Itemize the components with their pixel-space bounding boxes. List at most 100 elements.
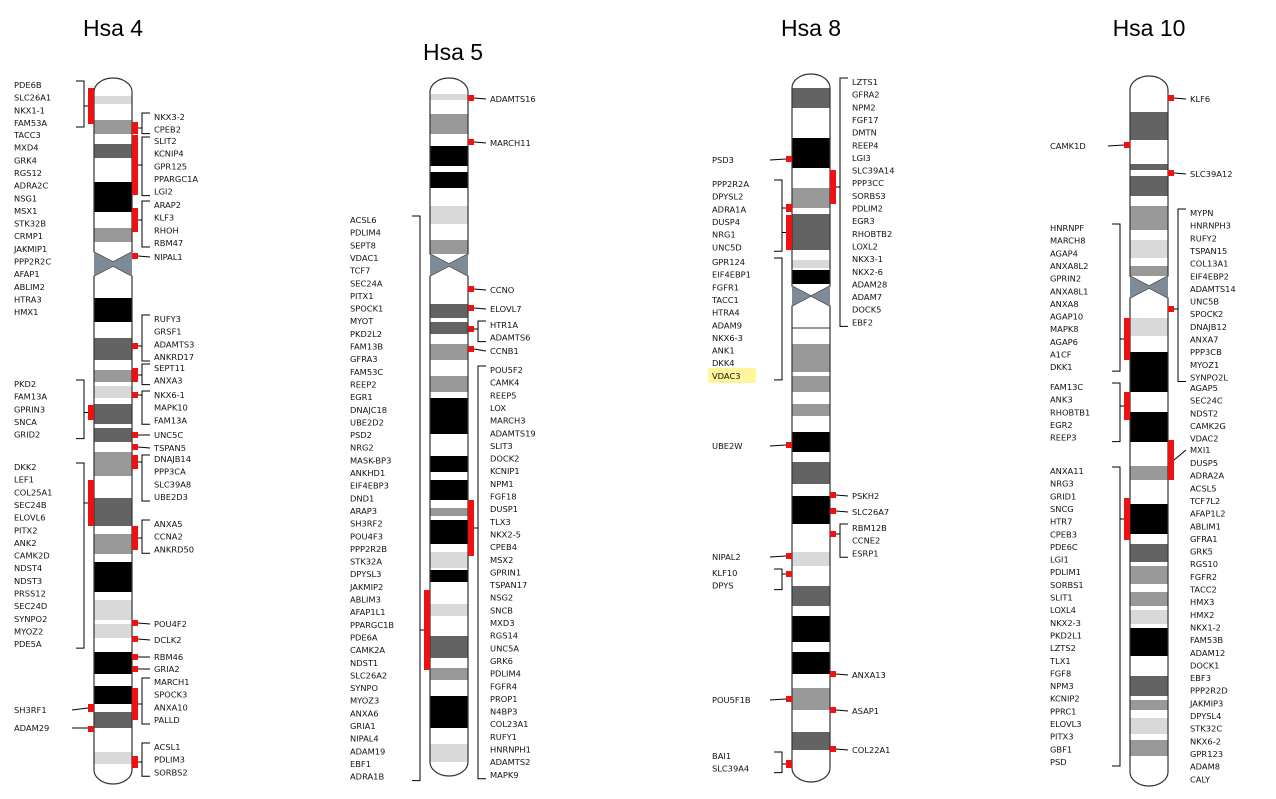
gene-label: MXD4 (14, 143, 39, 153)
gene-label: ANXA8L2 (1050, 261, 1088, 271)
gene-connector (1173, 172, 1187, 175)
gene-label: SEPT8 (350, 240, 376, 250)
gene-label: PSD (1050, 757, 1067, 767)
gene-label: RGS14 (490, 631, 518, 641)
gene-label: ANXA13 (852, 670, 886, 680)
gene-group: NKX6-1 MAPK10 FAM13A (132, 390, 188, 425)
gene-position-marker (830, 531, 836, 537)
gene-group: DKK2 LEF1 COL25A1 SEC24B ELOVL6 PITX2 ANK2 CAMK… (14, 462, 94, 649)
gene-position-marker (132, 526, 138, 550)
gene-label: PSKH2 (852, 491, 879, 501)
gene-position-marker (132, 688, 138, 720)
gene-bracket (477, 365, 486, 780)
gene-label: ADAM8 (1190, 762, 1220, 772)
gene-label: ANKHD1 (350, 468, 385, 478)
gene-label: DNAJB12 (1190, 322, 1227, 332)
gene-label: SORBS2 (154, 767, 188, 777)
gene-group: SH3RF1 (14, 704, 94, 715)
gene-label: EGR3 (852, 216, 875, 226)
gene-group: CCNO (468, 285, 515, 295)
gene-connector (835, 748, 849, 751)
gene-label: DCLK2 (154, 635, 182, 645)
gene-group: KLF10 DPYS (712, 568, 792, 591)
gene-label: VDAC3 (712, 371, 741, 381)
gene-group: ELOVL7 (468, 304, 522, 314)
gene-label: UBE2D3 (154, 492, 188, 502)
gene-position-marker (132, 343, 138, 349)
gene-label: EBF3 (1190, 673, 1211, 683)
gene-label: PSD3 (712, 155, 734, 165)
gene-position-marker (786, 442, 792, 448)
gene-label: MSX1 (14, 206, 37, 216)
gene-label: PDLIM2 (852, 204, 883, 214)
gene-label: MYOZ1 (1190, 360, 1219, 370)
gene-label: MYOZ3 (350, 696, 379, 706)
gene-group: BAI1 SLC39A4 (712, 751, 792, 774)
gene-connector (137, 638, 151, 641)
gene-bracket (76, 80, 85, 128)
gene-label: NKX2-3 (1050, 618, 1081, 628)
gene-label: RHOH (154, 225, 179, 235)
gene-label: MARCH3 (490, 416, 526, 426)
gene-bracket (774, 568, 783, 591)
gene-position-marker (468, 286, 474, 292)
gene-label: TSPAN15 (1189, 246, 1227, 256)
gene-label: PKD2L2 (350, 329, 382, 339)
gene-label: EGR2 (1050, 420, 1073, 430)
gene-label: SPOCK1 (350, 304, 383, 314)
gene-label: UNC5A (490, 643, 519, 653)
gene-group: KLF6 (1168, 94, 1210, 104)
gene-label: REEP5 (490, 390, 517, 400)
gene-position-marker (132, 756, 138, 768)
gene-label: SORBS3 (852, 191, 886, 201)
gene-label: AGAP6 (1050, 337, 1078, 347)
gene-label: SORBS1 (1050, 580, 1084, 590)
gene-label: DKK1 (1050, 362, 1073, 372)
gene-bracket (76, 379, 85, 440)
gene-label: FAM13A (154, 415, 187, 425)
gene-label: RGS10 (1190, 559, 1218, 569)
gene-label: RGS12 (14, 168, 42, 178)
gene-group: RBM12B CCNE2 ESRP1 (830, 523, 887, 558)
gene-label: PSD2 (350, 430, 372, 440)
gene-position-marker (468, 346, 474, 352)
gene-position-marker (132, 666, 138, 672)
gene-position-marker (132, 620, 138, 626)
gene-bracket (141, 742, 150, 777)
gene-group: DCLK2 (132, 635, 182, 645)
gene-label: ADRA2C (14, 181, 48, 191)
gene-bracket (774, 257, 783, 381)
gene-label: MYPN (1190, 208, 1213, 218)
gene-bracket (141, 200, 150, 248)
gene-label: AFAP1 (14, 269, 40, 279)
gene-label: VDAC1 (350, 253, 379, 263)
gene-label: SH3RF2 (350, 519, 383, 529)
gene-position-marker (132, 636, 138, 642)
gene-group: TACC3 MXD4 GRK4 RGS12 ADRA2C NSG1 MSX1 STK32B CR… (13, 130, 51, 317)
gene-label: ANK3 (1050, 395, 1073, 405)
gene-label: UNC5B (1190, 297, 1219, 307)
gene-label: HTRA4 (712, 308, 740, 318)
gene-label: FAM13B (350, 342, 383, 352)
gene-label: NDST4 (14, 563, 42, 573)
gene-bracket (1177, 208, 1186, 382)
gene-label: SLC26A2 (350, 670, 387, 680)
gene-label: DOCK1 (1190, 660, 1219, 670)
gene-label: POU5F1B (712, 695, 751, 705)
gene-label: JAKMIP2 (349, 582, 383, 592)
gene-label: COL23A1 (490, 719, 528, 729)
gene-label: AGAP10 (1050, 312, 1083, 322)
gene-label: ADRA1A (712, 204, 746, 214)
gene-label: NKX6-1 (154, 390, 185, 400)
gene-group: ANXA13 (830, 670, 886, 680)
gene-label: KCNIP2 (1050, 694, 1080, 704)
gene-position-marker (132, 444, 138, 450)
gene-label: AGAP4 (1050, 248, 1078, 258)
gene-position-marker (830, 508, 836, 514)
gene-label: DUSP1 (490, 504, 518, 514)
gene-label: NIPAL2 (712, 552, 741, 562)
gene-label: GFRA2 (852, 90, 880, 100)
gene-position-marker (830, 707, 836, 713)
gene-label: SPOCK2 (1190, 309, 1223, 319)
